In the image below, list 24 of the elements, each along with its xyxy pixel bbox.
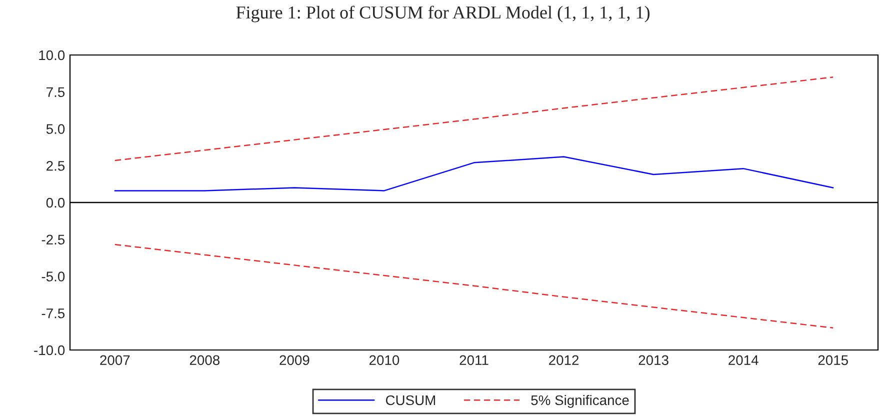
x-tick-label: 2010: [369, 355, 400, 366]
line-series: [114, 76, 834, 162]
x-tick-label: 2013: [638, 355, 668, 366]
x-tick-label: 2007: [100, 355, 130, 366]
y-tick-label: -5.0: [42, 272, 65, 282]
x-tick-label: 2011: [460, 355, 488, 366]
x-tick-label: 2008: [190, 355, 220, 366]
chart-title: Figure 1: Plot of CUSUM for ARDL Model (1, 1, 1, 1, 1): [236, 6, 650, 22]
line-series: [114, 156, 834, 192]
y-tick-label: -7.5: [42, 308, 65, 318]
x-tick-label: 2015: [818, 355, 848, 366]
legend-label: 5% Significance: [531, 394, 629, 408]
y-tick-label: -10.0: [34, 345, 65, 356]
legend-label: CUSUM: [386, 395, 436, 406]
y-tick-label: 5.0: [46, 124, 65, 134]
y-tick-label: 7.5: [46, 87, 65, 98]
y-tick-label: 0.0: [46, 198, 65, 208]
x-tick-label: 2012: [549, 355, 579, 366]
y-tick-label: 2.5: [46, 160, 65, 171]
x-tick-label: 2009: [280, 355, 310, 366]
y-tick-label: 10.0: [39, 50, 65, 60]
y-tick-label: -2.5: [42, 234, 65, 245]
line-series: [114, 244, 834, 328]
x-tick-label: 2014: [728, 355, 758, 366]
